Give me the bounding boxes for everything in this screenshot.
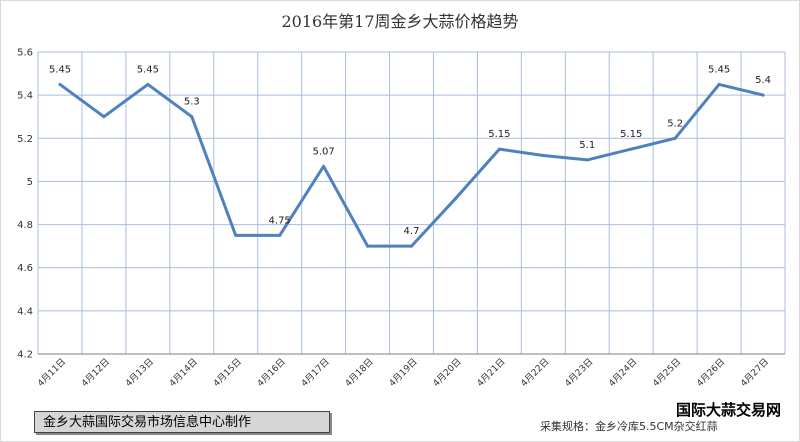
x-tick-label: 4月15日 — [211, 356, 244, 389]
x-tick-label: 4月18日 — [343, 356, 376, 389]
x-tick-label: 4月13日 — [123, 356, 156, 389]
data-point — [366, 244, 370, 248]
producer-label: 金乡大蒜国际交易市场信息中心制作 — [34, 411, 330, 433]
data-label-layer: 5.45 5.455.34.755.074.75.155.15.155.25.45… — [49, 64, 771, 237]
data-label: 5.15 — [620, 129, 642, 140]
data-point — [190, 115, 194, 119]
data-point — [278, 233, 282, 237]
site-logo-text: 国际大蒜交易网 — [676, 401, 782, 419]
data-point — [497, 147, 501, 151]
data-label: 5.1 — [579, 140, 595, 151]
data-label: 5.45 — [137, 64, 159, 75]
data-label: 5.45 — [49, 64, 71, 75]
grid-layer — [37, 51, 786, 355]
data-label: 5.2 — [667, 118, 683, 129]
data-label: 5.3 — [184, 97, 200, 108]
data-label: 5.07 — [312, 146, 334, 157]
x-tick-label: 4月27日 — [738, 356, 771, 389]
y-tick-label: 4.6 — [17, 263, 33, 274]
data-label: 5.15 — [488, 129, 510, 140]
x-tick-label: 4月22日 — [519, 356, 552, 389]
chart-title: 2016年第17周金乡大蒜价格趋势 — [281, 12, 519, 31]
data-point — [58, 82, 62, 86]
y-tick-label: 5.2 — [17, 134, 33, 145]
x-tick-label: 4月14日 — [167, 356, 200, 389]
data-point — [146, 82, 150, 86]
data-point — [234, 233, 238, 237]
data-label: 4.75 — [269, 215, 291, 226]
x-tick-label: 4月17日 — [299, 356, 332, 389]
x-tick-label: 4月20日 — [431, 356, 464, 389]
series-layer — [58, 82, 765, 248]
data-point — [761, 93, 765, 97]
y-tick-label: 5 — [27, 177, 33, 188]
series-line — [58, 82, 765, 248]
data-label: 5.45 — [708, 64, 730, 75]
x-tick-label: 4月12日 — [79, 356, 112, 389]
data-label: 5.4 — [755, 75, 771, 86]
y-tick-label: 5.6 — [17, 48, 33, 59]
data-point — [102, 115, 106, 119]
x-tick-label: 4月23日 — [563, 356, 596, 389]
data-point — [410, 244, 413, 248]
x-tick-label: 4月24日 — [607, 356, 640, 389]
x-tick-label: 4月26日 — [695, 356, 728, 389]
data-point — [629, 147, 633, 151]
x-tick-label: 4月16日 — [255, 356, 288, 389]
data-point — [717, 82, 721, 86]
data-point — [453, 197, 457, 201]
y-tick-label: 4.2 — [17, 350, 33, 361]
x-tick-label: 4月25日 — [651, 356, 684, 389]
x-tick-label: 4月11日 — [35, 356, 68, 389]
x-tick-label: 4月19日 — [387, 356, 420, 389]
spec-note: 采集规格：金乡冷库5.5CM杂交红蒜 — [540, 420, 718, 433]
y-tick-label: 4.8 — [17, 220, 33, 231]
data-point — [322, 164, 326, 168]
data-point — [541, 154, 545, 158]
x-tick-label: 4月21日 — [475, 356, 508, 389]
data-point — [673, 136, 677, 140]
data-label: 4.7 — [404, 226, 420, 237]
y-tick-label: 5.4 — [17, 91, 33, 102]
y-tick-label: 4.4 — [17, 306, 33, 317]
data-point — [585, 158, 589, 162]
